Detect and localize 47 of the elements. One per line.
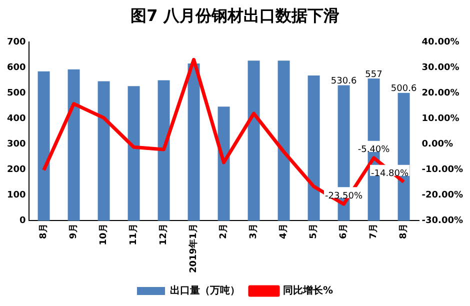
bar bbox=[98, 81, 110, 221]
bar bbox=[308, 75, 320, 221]
x-tick-label: 9月 bbox=[68, 224, 80, 239]
x-tick-label: 8月 bbox=[38, 224, 50, 239]
x-tick-label: 2019年1月 bbox=[188, 224, 200, 273]
bar bbox=[218, 106, 230, 221]
y-tick-label: 600 bbox=[6, 62, 26, 73]
legend-label: 出口量（万吨） bbox=[170, 284, 240, 297]
x-tick-label: 11月 bbox=[128, 224, 140, 246]
x-tick-label: 4月 bbox=[278, 224, 290, 239]
y2-tick-label: 10.00% bbox=[422, 114, 460, 124]
data-label: 500.6 bbox=[390, 84, 417, 94]
x-tick-label: 12月 bbox=[158, 224, 170, 246]
data-label: -23.50% bbox=[324, 191, 364, 202]
y2-tick-label: -10.00% bbox=[422, 164, 464, 175]
y-tick-label: 500 bbox=[6, 88, 26, 98]
bar bbox=[38, 71, 50, 221]
y2-tick-label: 20.00% bbox=[422, 88, 460, 98]
bar bbox=[158, 80, 170, 221]
y-tick-label: 0 bbox=[20, 216, 26, 226]
y2-tick-label: -30.00% bbox=[422, 216, 464, 226]
y-tick-label: 100 bbox=[6, 190, 26, 201]
x-tick-label: 8月 bbox=[398, 224, 410, 239]
y-tick-label: 300 bbox=[6, 139, 26, 150]
chart-title: 图7 八月份钢材出口数据下滑 bbox=[130, 6, 340, 27]
y2-tick-label: 40.00% bbox=[422, 37, 460, 48]
bar bbox=[128, 86, 140, 221]
y-tick-label: 400 bbox=[6, 114, 26, 124]
data-label: 530.6 bbox=[330, 76, 357, 87]
x-tick-label: 3月 bbox=[248, 224, 260, 239]
data-label: -5.40% bbox=[358, 145, 390, 156]
y-tick-label: 700 bbox=[6, 37, 26, 48]
y2-tick-label: 30.00% bbox=[422, 62, 460, 73]
x-tick-label: 2月 bbox=[218, 224, 230, 239]
x-tick-label: 10月 bbox=[98, 224, 110, 246]
legend-label: 同比增长% bbox=[282, 284, 334, 297]
bar bbox=[188, 63, 200, 221]
data-label: 557 bbox=[365, 70, 382, 80]
y2-tick-label: 0.00% bbox=[422, 139, 454, 150]
bar bbox=[248, 60, 260, 221]
y-tick-label: 200 bbox=[6, 164, 26, 175]
x-tick-label: 6月 bbox=[338, 224, 350, 239]
x-tick-label: 7月 bbox=[368, 224, 380, 239]
bar bbox=[278, 60, 290, 221]
x-tick-label: 5月 bbox=[308, 224, 320, 239]
bar bbox=[68, 69, 80, 221]
y2-tick-label: -20.00% bbox=[422, 190, 464, 201]
